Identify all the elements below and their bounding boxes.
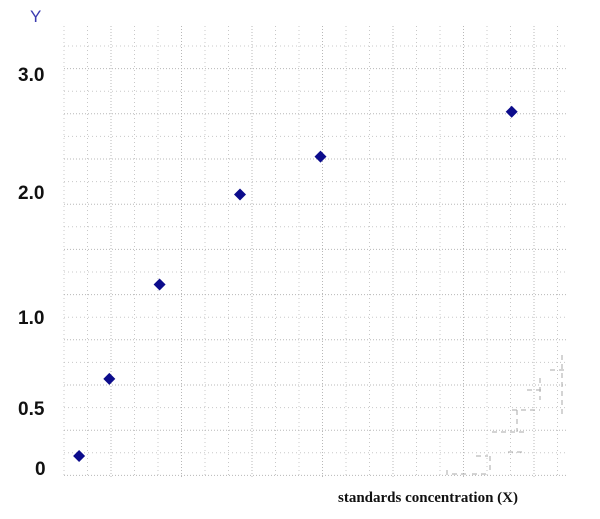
data-point <box>73 450 86 462</box>
y-tick-label: 3.0 <box>18 65 44 86</box>
y-axis-tick-labels: 0 0.5 1.0 2.0 3.0 <box>18 65 46 480</box>
data-point <box>505 105 518 118</box>
y-tick-label: 0.5 <box>18 399 45 420</box>
y-tick-label: 1.0 <box>18 308 44 329</box>
x-axis-title: standards concentration (X) <box>338 490 518 506</box>
data-points <box>73 105 518 462</box>
y-axis-title: Y <box>30 7 41 26</box>
data-point <box>103 372 116 385</box>
faint-dashed-marks <box>446 355 565 475</box>
y-tick-label: 2.0 <box>18 183 44 204</box>
data-point <box>153 278 166 291</box>
data-point <box>234 188 246 201</box>
y-tick-label: 0 <box>35 459 46 480</box>
grid <box>63 26 567 478</box>
data-point <box>314 150 327 163</box>
